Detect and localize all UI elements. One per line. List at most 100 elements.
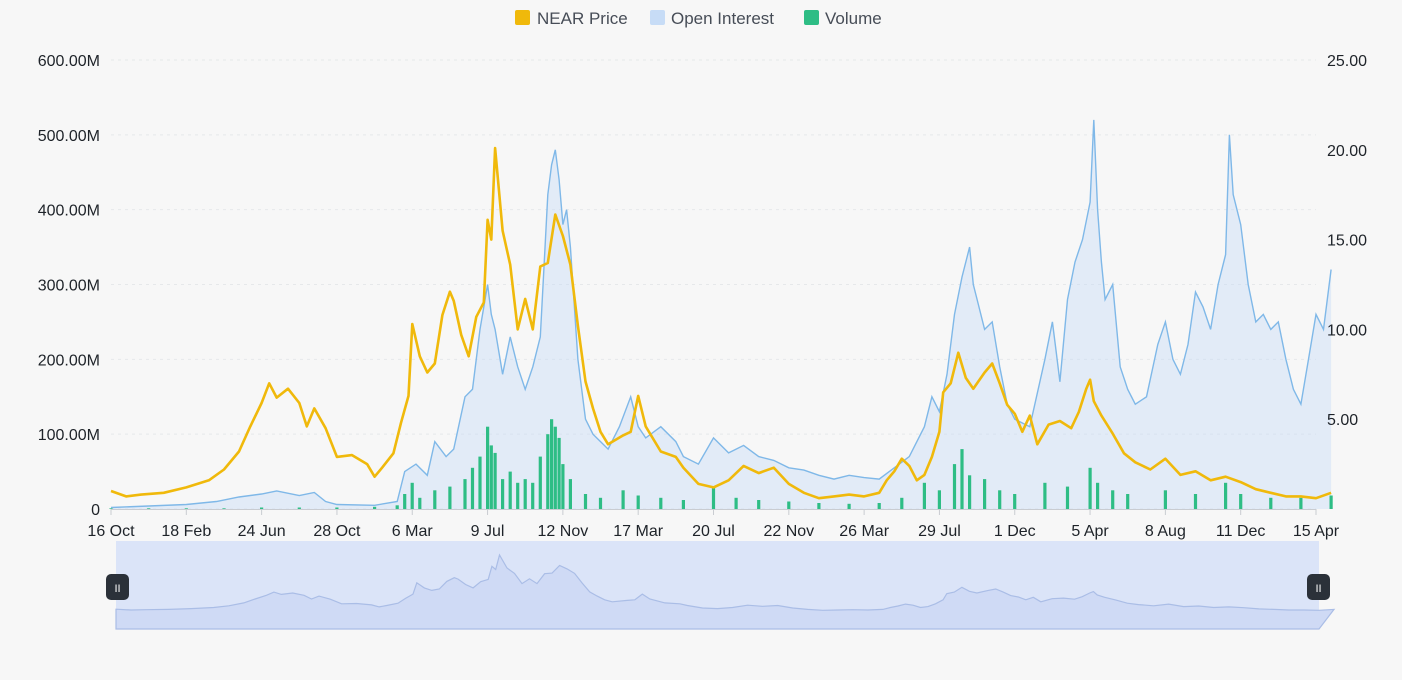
volume-bar: [523, 479, 527, 509]
volume-bar: [410, 482, 414, 509]
x-tick-label: 17 Mar: [613, 523, 663, 540]
volume-bar: [1329, 495, 1333, 509]
navigator-right-grip-icon: II: [1315, 583, 1321, 595]
volume-bar: [373, 506, 377, 509]
y-left-tick-label: 600.00M: [38, 53, 100, 70]
volume-bar: [260, 507, 264, 509]
y-left-tick-label: 100.00M: [38, 427, 100, 444]
volume-bar: [1065, 486, 1070, 509]
volume-bar: [470, 467, 475, 509]
x-tick-label: 28 Oct: [313, 523, 361, 540]
volume-layer: [109, 419, 1333, 509]
legend-item-open-interest[interactable]: Open Interest: [650, 9, 774, 28]
y-right-tick-label: 20.00: [1327, 143, 1367, 160]
volume-bar: [418, 497, 422, 509]
volume-bar: [1269, 497, 1273, 509]
legend-label-open-interest: Open Interest: [671, 9, 774, 28]
volume-bar: [734, 497, 738, 509]
volume-bar: [568, 479, 572, 509]
volume-bar: [1163, 490, 1167, 509]
volume-bar: [900, 497, 904, 509]
x-tick-label: 11 Dec: [1216, 523, 1266, 540]
volume-bar: [557, 437, 561, 509]
x-tick-label: 8 Aug: [1145, 523, 1186, 540]
volume-bar: [531, 482, 535, 509]
volume-bar: [109, 508, 113, 509]
navigator-left-handle-body: [106, 574, 129, 600]
volume-bar: [621, 490, 625, 509]
x-tick-label: 26 Mar: [839, 523, 889, 540]
volume-bar: [561, 464, 565, 509]
price-layer: [110, 146, 1332, 500]
open-interest-area: [111, 119, 1332, 510]
open-interest-layer: [110, 119, 1332, 510]
x-tick-label: 5 Apr: [1071, 523, 1109, 540]
volume-bar: [538, 456, 542, 509]
x-tick-label: 9 Jul: [471, 523, 505, 540]
legend-swatch-open-interest: [650, 10, 665, 25]
volume-bar: [968, 475, 972, 509]
navigator-right-handle-body: [1307, 574, 1330, 600]
volume-bar: [403, 494, 407, 509]
legend-item-volume[interactable]: Volume: [804, 9, 882, 28]
legend-swatch-price: [515, 10, 530, 25]
volume-bar: [711, 486, 716, 509]
legend-item-price[interactable]: NEAR Price: [515, 9, 628, 28]
volume-bar: [960, 449, 964, 509]
legend-swatch-volume: [804, 10, 819, 25]
volume-bar: [184, 508, 188, 509]
volume-bar: [222, 508, 226, 509]
y-left-tick-label: 300.00M: [38, 278, 100, 295]
volume-bar: [1043, 482, 1047, 509]
navigator-right-handle[interactable]: II: [1307, 574, 1330, 600]
volume-bar: [1126, 494, 1130, 509]
volume-bar: [1096, 482, 1100, 509]
navigator-series: [115, 553, 1336, 630]
y-left-tick-label: 400.00M: [38, 203, 100, 220]
volume-bar: [1111, 490, 1115, 509]
volume-bar: [1088, 467, 1092, 509]
volume-bar: [553, 426, 557, 509]
y-left-tick-label: 0: [91, 502, 100, 519]
x-tick-label: 20 Jul: [692, 523, 735, 540]
volume-bar: [508, 471, 512, 509]
y-right-tick-label: 10.00: [1327, 322, 1367, 339]
volume-bar: [681, 500, 685, 509]
volume-bar: [433, 490, 437, 509]
volume-bar: [636, 495, 640, 509]
volume-bar: [598, 497, 603, 509]
volume-bar: [922, 482, 926, 509]
volume-bar: [493, 452, 497, 509]
volume-bar: [952, 464, 957, 509]
volume-bar: [817, 503, 821, 509]
open-interest-line: [110, 119, 1332, 509]
volume-bar: [395, 505, 399, 509]
volume-bar: [147, 508, 151, 509]
navigator[interactable]: II II: [106, 541, 1336, 630]
y-right-tick-label: 15.00: [1327, 233, 1367, 250]
volume-bar: [501, 479, 505, 509]
y-left-tick-label: 200.00M: [38, 352, 100, 369]
volume-bar: [489, 445, 493, 509]
x-tick-label: 29 Jul: [918, 523, 961, 540]
x-tick-label: 18 Feb: [161, 523, 211, 540]
volume-bar: [335, 507, 339, 509]
volume-bar: [486, 426, 490, 509]
y-left-tick-label: 500.00M: [38, 128, 100, 145]
legend-label-volume: Volume: [825, 9, 882, 28]
volume-bar: [516, 482, 520, 509]
navigator-left-handle[interactable]: II: [106, 574, 129, 600]
legend-label-price: NEAR Price: [537, 9, 628, 28]
volume-bar: [448, 486, 452, 509]
volume-bar: [1224, 482, 1228, 509]
x-tick-label: 15 Apr: [1293, 523, 1340, 540]
volume-bar: [478, 456, 482, 509]
x-tick-label: 24 Jun: [238, 523, 286, 540]
volume-bar: [550, 419, 554, 509]
volume-bar: [546, 434, 550, 509]
x-tick-label: 12 Nov: [538, 523, 589, 540]
volume-bar: [1239, 494, 1243, 509]
x-tick-label: 1 Dec: [994, 523, 1036, 540]
